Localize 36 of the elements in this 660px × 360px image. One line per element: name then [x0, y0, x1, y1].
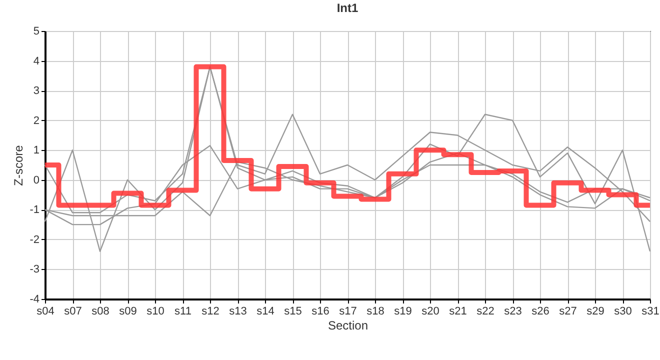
x-tick-label: s15 — [284, 306, 302, 318]
x-tick-label: s26 — [532, 306, 550, 318]
x-axis-title: Section — [328, 318, 368, 332]
x-tick-label: s29 — [586, 306, 604, 318]
y-tick-label: 1 — [33, 144, 40, 157]
y-axis-title: Z-score — [12, 144, 26, 186]
y-tick-label: 0 — [33, 174, 40, 186]
x-tick-label: s12 — [202, 306, 220, 318]
x-tick-label: s30 — [614, 306, 632, 318]
x-tick-label: s04 — [36, 306, 54, 318]
y-tick-label: 5 — [33, 26, 40, 38]
x-tick-label: s31 — [642, 306, 660, 318]
y-tick-label: 2 — [33, 114, 40, 127]
y-tick-label: -3 — [30, 264, 40, 276]
x-tick-label: s11 — [174, 306, 192, 318]
x-tick-label: s27 — [559, 306, 577, 318]
x-tick-label: s10 — [146, 306, 164, 318]
y-tick-label: 4 — [33, 55, 40, 68]
x-tick-label: s19 — [394, 306, 412, 318]
x-tick-label: s08 — [92, 306, 110, 318]
x-tick-label: s18 — [366, 306, 384, 318]
x-tick-label: s13 — [229, 306, 247, 318]
x-tick-label: s16 — [312, 306, 330, 318]
x-tick-label: s14 — [256, 306, 274, 318]
x-tick-label: s17 — [339, 306, 357, 318]
x-tick-label: s09 — [119, 306, 137, 318]
y-tick-label: -4 — [30, 294, 40, 306]
x-tick-label: s20 — [422, 306, 440, 318]
y-tick-label: -1 — [30, 204, 40, 216]
x-tick-label: s21 — [449, 306, 467, 318]
y-tick-label: 3 — [33, 85, 40, 98]
y-tick-label: -2 — [30, 234, 40, 246]
chart-title: Int1 — [336, 1, 358, 15]
x-tick-label: s22 — [476, 306, 494, 318]
x-tick-label: s07 — [64, 306, 82, 318]
x-tick-label: s23 — [504, 306, 522, 318]
